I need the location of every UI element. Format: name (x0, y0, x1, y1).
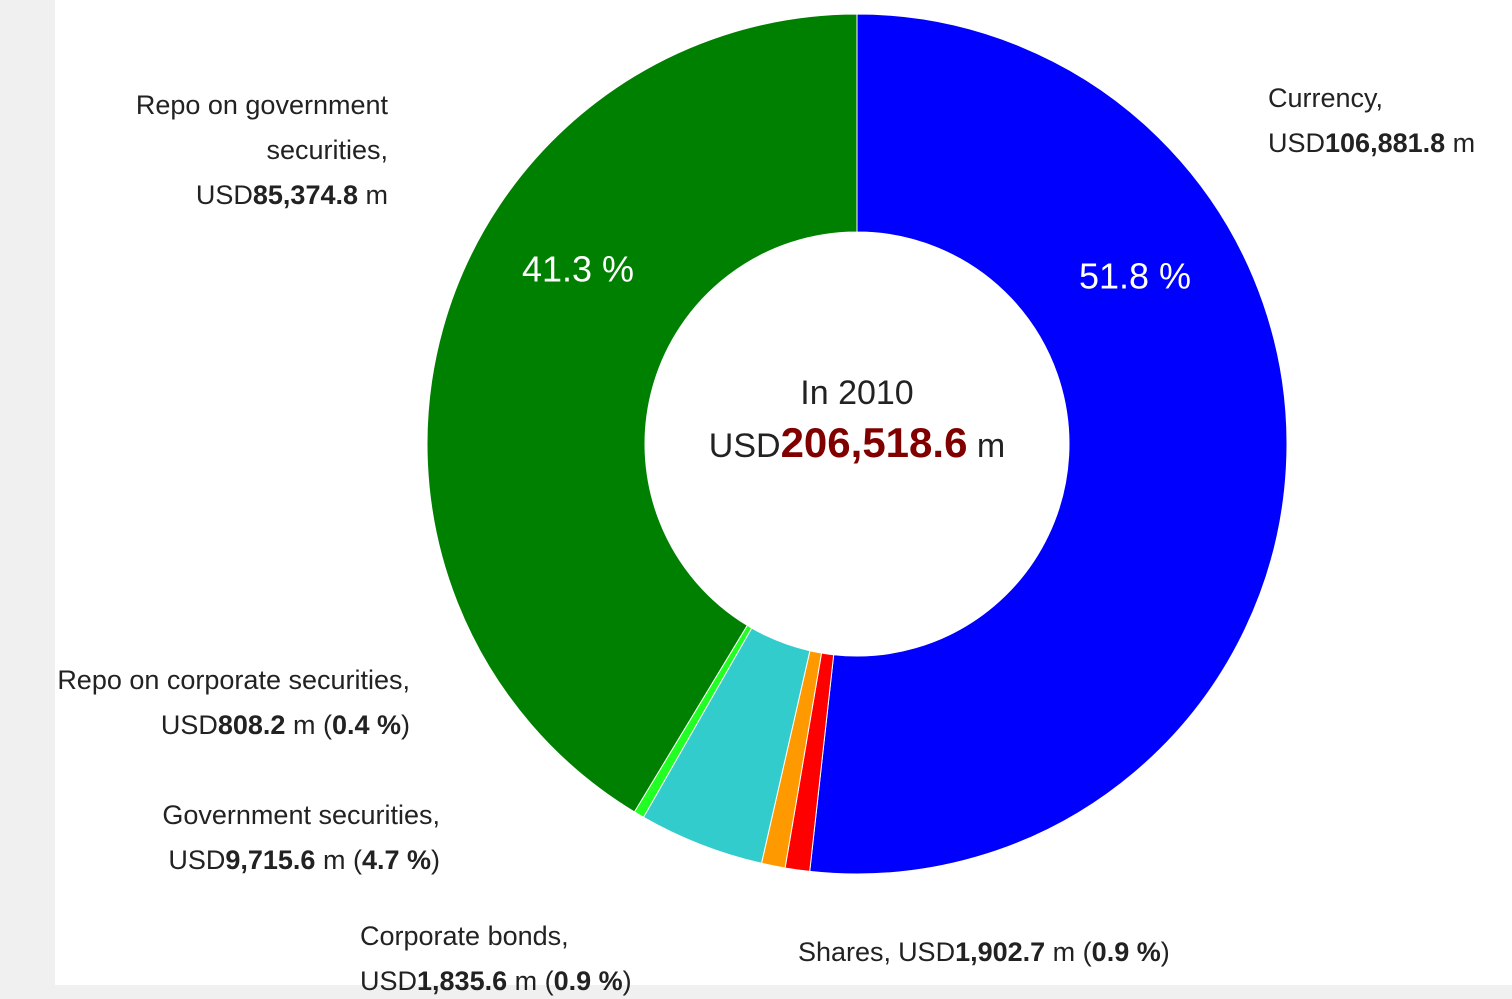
percent-label: 41.3 % (522, 249, 634, 290)
donut-slice (809, 13, 1288, 875)
category-name: Government securities, (162, 800, 440, 830)
value-text: USD9,715.6 m (4.7 %) (90, 838, 440, 883)
center-title: In 2010 (800, 374, 914, 412)
unit-prefix: USD (898, 937, 956, 967)
unit-prefix: USD (168, 845, 226, 875)
unit-suffix: m (358, 180, 389, 210)
paren: ( (537, 966, 554, 996)
category-name: Currency, (1268, 83, 1384, 113)
value-label: 106,881.8 (1325, 128, 1446, 158)
paren: ( (345, 845, 362, 875)
percent-label: 0.9 % (553, 966, 623, 996)
category-name: Repo on corporate securities, (57, 665, 410, 695)
category-name: Corporate bonds, (360, 921, 569, 951)
unit-prefix: USD (360, 966, 418, 996)
value-text: USD85,374.8 m (88, 173, 388, 218)
value-label: 85,374.8 (252, 180, 358, 210)
unit-prefix: USD (708, 427, 781, 465)
unit-prefix: USD (195, 180, 253, 210)
slice-label: Shares, USD1,902.7 m (0.9 %) (798, 930, 1298, 975)
paren: ( (315, 710, 332, 740)
value-text: USD106,881.8 m (1268, 121, 1512, 166)
value-label: 808.2 (217, 710, 286, 740)
percent-label: 51.8 % (1079, 256, 1191, 297)
total-value: 206,518.6 (780, 419, 968, 466)
percent-label: 0.4 % (331, 710, 401, 740)
unit-suffix: m (285, 710, 316, 740)
slice-label: Government securities, USD9,715.6 m (4.7 … (90, 793, 440, 883)
unit-suffix: m (507, 966, 538, 996)
value-text: USD1,902.7 m (0.9 %) (898, 937, 1170, 967)
category-name: Shares, (798, 937, 892, 967)
paren: ) (622, 966, 632, 996)
center-label: In 2010 USD206,518.6 m (645, 368, 1069, 471)
center-total: USD206,518.6 m (645, 418, 1069, 471)
slice-label: Repo on government securities, USD85,374.… (88, 83, 388, 218)
unit-suffix: m (967, 427, 1006, 465)
unit-suffix: m (1045, 937, 1076, 967)
value-text: USD808.2 m (0.4 %) (0, 703, 410, 748)
value-text: USD1,835.6 m (0.9 %) (360, 959, 760, 999)
paren: ( (1075, 937, 1092, 967)
paren: ) (431, 845, 440, 875)
value-label: 1,902.7 (955, 937, 1046, 967)
percent-label: 0.9 % (1091, 937, 1161, 967)
unit-suffix: m (1445, 128, 1476, 158)
slice-label: Corporate bonds, USD1,835.6 m (0.9 %) (360, 914, 760, 999)
paren: ) (1160, 937, 1170, 967)
category-name: Repo on government securities, (135, 90, 388, 165)
unit-prefix: USD (1268, 128, 1326, 158)
percent-label: 4.7 % (361, 845, 431, 875)
slice-label: Repo on corporate securities, USD808.2 m … (0, 658, 410, 748)
value-label: 1,835.6 (417, 966, 508, 996)
paren: ) (401, 710, 410, 740)
donut-slice (426, 13, 858, 813)
unit-prefix: USD (160, 710, 218, 740)
value-label: 9,715.6 (225, 845, 316, 875)
slice-label: Currency, USD106,881.8 m (1268, 76, 1512, 166)
unit-suffix: m (315, 845, 346, 875)
